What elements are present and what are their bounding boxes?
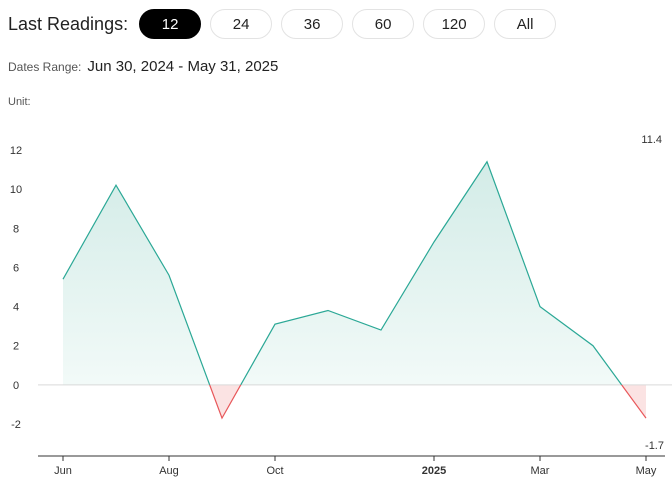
y-tick--2: -2 <box>11 419 21 431</box>
readings-60-button[interactable]: 60 <box>352 9 415 39</box>
negative-line-3 <box>621 384 647 419</box>
data-point-10 <box>591 344 595 348</box>
unit-label: Unit: <box>8 96 31 108</box>
readings-label: Last Readings: <box>8 13 129 34</box>
dates-range: Dates Range: Jun 30, 2024 - May 31, 2025 <box>8 58 278 76</box>
y-tick-12: 12 <box>10 145 22 157</box>
y-tick-6: 6 <box>13 262 19 274</box>
data-point-8 <box>485 160 489 164</box>
readings-all-button[interactable]: All <box>494 9 557 39</box>
positive-line-2 <box>240 160 623 386</box>
data-point-5 <box>326 308 330 312</box>
max-value-label: 11.4 <box>641 134 662 146</box>
dates-range-label: Dates Range: <box>8 60 82 74</box>
y-tick-8: 8 <box>13 223 19 235</box>
y-tick-4: 4 <box>13 302 19 314</box>
x-tick-2025: 2025 <box>422 465 446 477</box>
min-value-label: -1.7 <box>645 440 664 452</box>
readings-120-button[interactable]: 120 <box>423 9 486 39</box>
data-point-1 <box>114 183 118 187</box>
positive-line-0 <box>62 184 211 386</box>
data-point-6 <box>379 328 383 332</box>
y-tick-2: 2 <box>13 341 19 353</box>
negative-line-1 <box>209 384 242 420</box>
positive-area-2 <box>240 161 622 385</box>
y-tick-10: 10 <box>10 184 22 196</box>
data-point-11 <box>644 416 648 420</box>
data-point-3 <box>220 416 224 420</box>
readings-12-button[interactable]: 12 <box>139 9 202 39</box>
data-point-0 <box>61 277 65 281</box>
readings-toolbar: Last Readings: 12 24 36 60 120 All <box>8 8 565 40</box>
x-tick-jun: Jun <box>54 465 72 477</box>
y-tick-0: 0 <box>13 380 19 392</box>
readings-36-button[interactable]: 36 <box>281 9 344 39</box>
x-tick-may: May <box>636 465 657 477</box>
readings-24-button[interactable]: 24 <box>210 9 273 39</box>
data-point-9 <box>538 305 542 309</box>
data-point-7 <box>432 240 436 244</box>
x-tick-oct: Oct <box>266 465 283 477</box>
positive-area-0 <box>63 185 210 385</box>
x-tick-mar: Mar <box>531 465 550 477</box>
negative-area-1 <box>209 384 241 419</box>
dates-range-value: Jun 30, 2024 - May 31, 2025 <box>87 58 279 75</box>
data-point-4 <box>273 322 277 326</box>
x-tick-aug: Aug <box>159 465 179 477</box>
data-point-2 <box>167 273 171 277</box>
